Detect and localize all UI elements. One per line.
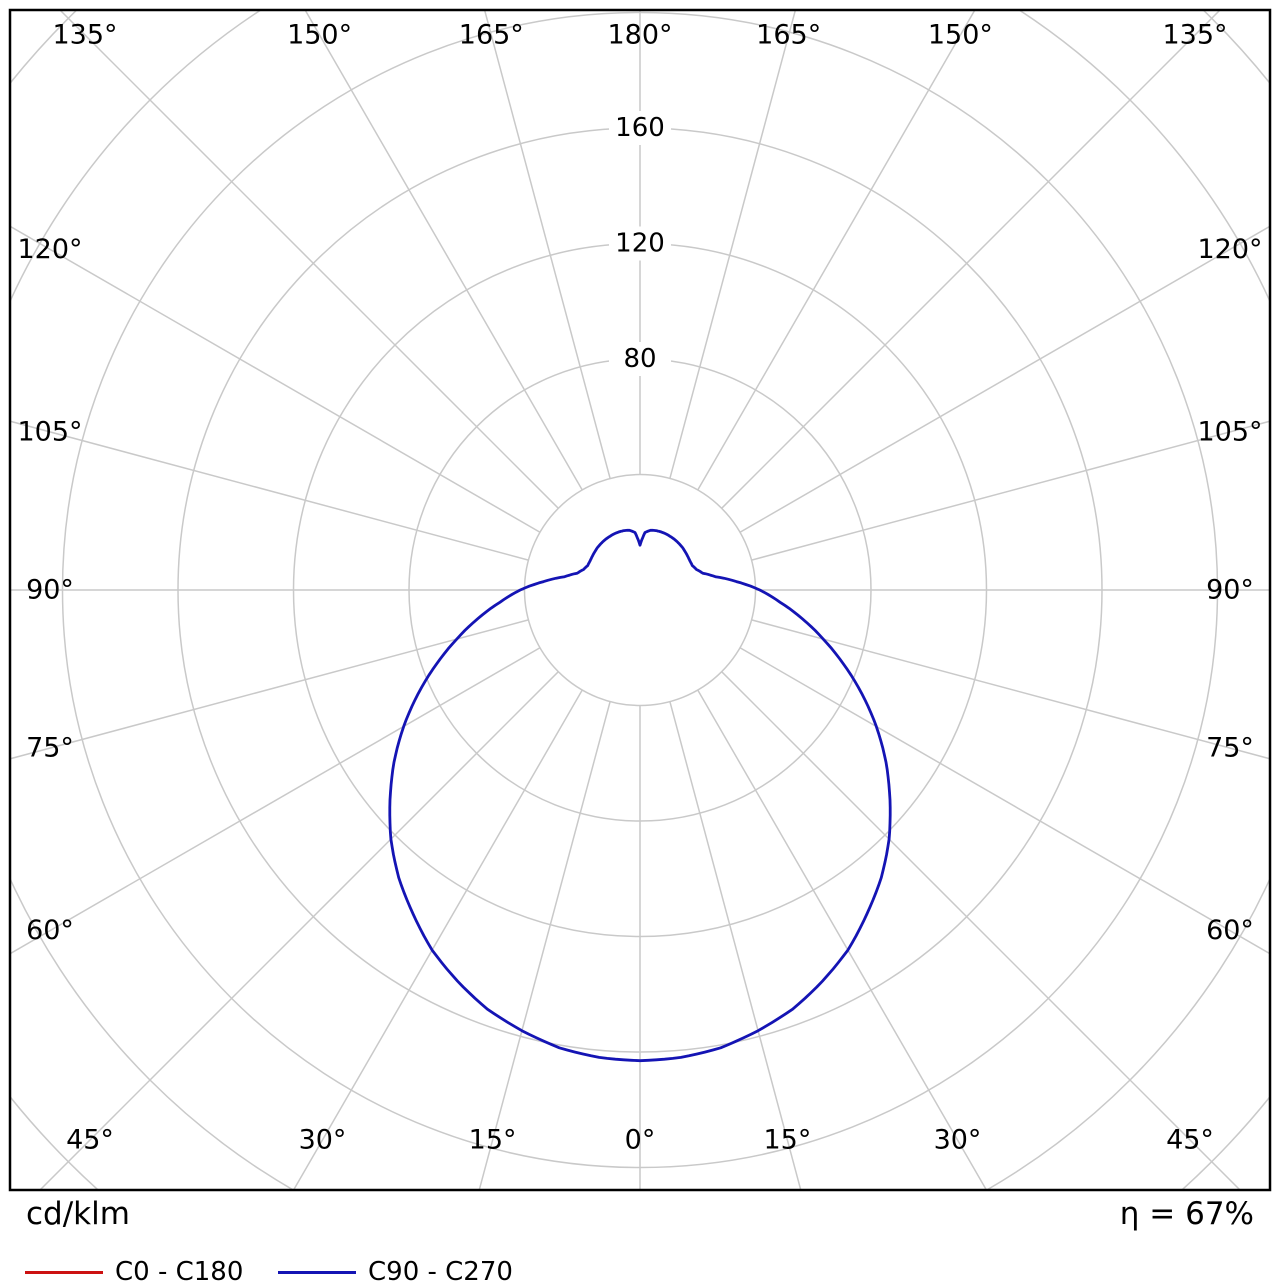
grid-spoke — [292, 689, 583, 1190]
grid-spoke — [10, 225, 541, 533]
angle-label: 165° — [756, 20, 821, 51]
angle-label: 90° — [26, 575, 74, 606]
angle-label: 30° — [934, 1125, 982, 1156]
chart-frame — [8, 8, 1272, 1192]
legend-label-c90-c270: C90 - C270 — [368, 1257, 513, 1287]
radial-tick-label: 120 — [615, 229, 665, 259]
angle-label: 60° — [1206, 915, 1254, 946]
radial-tick-label: 80 — [623, 344, 656, 374]
grid-spoke — [739, 225, 1270, 533]
legend-item-c90-c270: C90 - C270 — [278, 1257, 513, 1287]
grid-ring — [523, 473, 757, 707]
grid-spoke — [669, 10, 797, 479]
grid-spoke — [721, 671, 1242, 1190]
legend-label-c0-c180: C0 - C180 — [115, 1257, 244, 1287]
grid-spoke — [721, 10, 1222, 509]
angle-label: 120° — [17, 234, 82, 265]
angle-label: 75° — [1206, 733, 1254, 764]
grid-spoke — [58, 10, 559, 509]
angle-label: 90° — [1206, 575, 1254, 606]
angle-label: 45° — [66, 1125, 114, 1156]
angle-label: 120° — [1197, 234, 1262, 265]
angle-label: 150° — [287, 20, 352, 51]
angle-label: 30° — [299, 1125, 347, 1156]
angle-label: 105° — [1197, 416, 1262, 447]
grid-spoke — [10, 420, 529, 561]
grid-spoke — [483, 10, 611, 479]
angle-label: 15° — [763, 1125, 811, 1156]
angle-label: 135° — [1162, 20, 1227, 51]
efficiency-label: η = 67% — [1119, 1196, 1254, 1232]
angle-label: 135° — [52, 20, 117, 51]
grid-spoke — [697, 10, 976, 491]
grid-spoke — [751, 420, 1270, 561]
legend-item-c0-c180: C0 - C180 — [25, 1257, 243, 1287]
radial-tick-gap — [609, 226, 671, 261]
grid-spoke — [304, 10, 583, 491]
curve-c90-c270 — [388, 528, 892, 1063]
angle-label: 180° — [607, 20, 672, 51]
radial-tick-gap — [609, 342, 671, 376]
grid-spoke — [697, 689, 988, 1190]
grid-spoke — [478, 701, 611, 1190]
grid-spoke — [10, 647, 541, 955]
grid-spoke — [38, 671, 559, 1190]
units-label: cd/klm — [26, 1196, 130, 1232]
grid-spoke — [751, 619, 1270, 760]
grid-spoke — [739, 647, 1270, 955]
angle-label: 150° — [928, 20, 993, 51]
grid-spoke — [669, 701, 802, 1190]
radial-tick-gap — [609, 111, 671, 145]
angle-label: 75° — [26, 733, 74, 764]
angle-label: 60° — [26, 915, 74, 946]
legend-line-c0-c180 — [25, 1270, 103, 1274]
angle-label: 15° — [469, 1125, 517, 1156]
angle-label: 105° — [17, 416, 82, 447]
angle-label: 0° — [625, 1125, 656, 1156]
radial-tick-label: 160 — [615, 113, 665, 143]
angle-label: 165° — [459, 20, 524, 51]
angle-label: 45° — [1166, 1125, 1214, 1156]
legend-line-c90-c270 — [278, 1270, 356, 1274]
grid-spoke — [10, 619, 529, 760]
